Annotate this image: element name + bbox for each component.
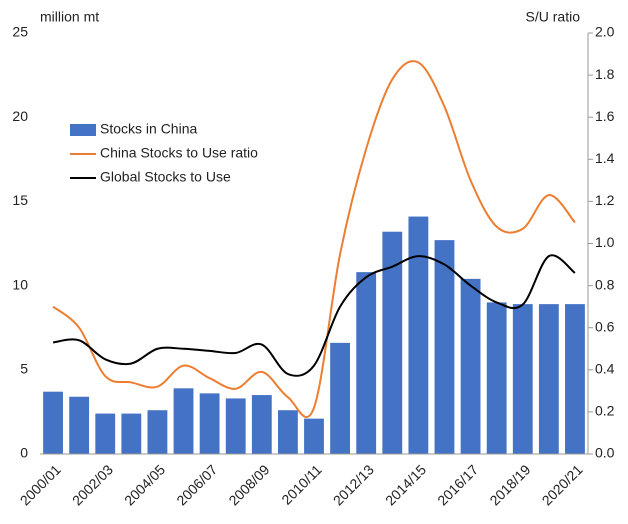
y2-tick-label: 1.0 — [595, 234, 615, 250]
x-tick-label: 2014/15 — [382, 461, 429, 508]
bar — [251, 395, 272, 454]
bar — [460, 278, 481, 454]
x-tick-label: 2016/17 — [434, 461, 481, 508]
y-tick-label: 5 — [20, 361, 28, 377]
bar — [225, 398, 246, 454]
y2-tick-label: 0.2 — [595, 403, 615, 419]
y-tick-label: 0 — [20, 445, 28, 461]
y-axis-label: million mt — [40, 9, 99, 25]
y2-tick-label: 1.6 — [595, 108, 615, 124]
y2-tick-label: 0.0 — [595, 445, 615, 461]
y-tick-label: 20 — [12, 108, 28, 124]
bar — [199, 393, 220, 454]
x-tick-label: 2012/13 — [330, 461, 377, 508]
bar — [356, 272, 377, 454]
x-tick-label: 2018/19 — [486, 461, 533, 508]
bar — [304, 418, 324, 454]
bar — [69, 396, 90, 454]
y-tick-label: 10 — [12, 276, 28, 292]
x-tick-label: 2008/09 — [225, 461, 272, 508]
legend-label: Global Stocks to Use — [100, 169, 231, 185]
line — [52, 60, 576, 418]
bar — [565, 304, 585, 454]
legend-label: China Stocks to Use ratio — [100, 145, 258, 161]
x-tick-label: 2020/21 — [539, 461, 586, 508]
x-tick-label: 2004/05 — [121, 461, 168, 508]
y2-tick-label: 0.4 — [595, 361, 615, 377]
bar — [173, 388, 194, 454]
bar — [382, 231, 403, 454]
x-tick-label: 2006/07 — [173, 461, 220, 508]
x-tick-label: 2002/03 — [69, 461, 116, 508]
bar — [147, 410, 168, 454]
legend-label: Stocks in China — [100, 121, 197, 137]
y2-tick-label: 1.2 — [595, 192, 615, 208]
bar — [538, 304, 559, 454]
bar — [330, 342, 351, 454]
bar — [95, 413, 116, 454]
y2-tick-label: 1.4 — [595, 150, 615, 166]
y2-tick-label: 0.8 — [595, 276, 615, 292]
y2-tick-label: 2.0 — [595, 24, 615, 40]
y2-tick-label: 1.8 — [595, 66, 615, 82]
y2-axis-label: S/U ratio — [526, 9, 581, 25]
line — [52, 254, 576, 377]
bar — [486, 302, 507, 454]
bar — [121, 413, 142, 454]
x-tick-label: 2010/11 — [278, 461, 325, 508]
bar — [408, 216, 429, 454]
x-tick-label: 2000/01 — [17, 461, 64, 508]
y2-tick-label: 0.6 — [595, 318, 615, 334]
bar — [43, 391, 63, 454]
bar — [434, 240, 455, 454]
bar — [512, 304, 533, 454]
legend-swatch — [70, 124, 96, 136]
y-tick-label: 25 — [12, 24, 28, 40]
bar — [277, 410, 298, 454]
y-tick-label: 15 — [12, 192, 28, 208]
